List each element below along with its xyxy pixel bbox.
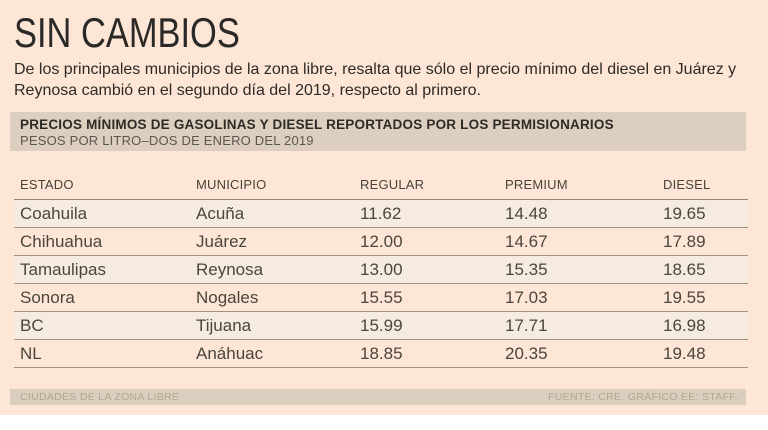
column-header-estado: ESTADO: [20, 177, 74, 192]
table-row: NL Anáhuac 18.85 20.35 19.48: [14, 340, 748, 368]
footer-source: FUENTE: CRE. GRÁFICO EE: STAFF.: [548, 391, 738, 403]
cell-municipio: Nogales: [196, 287, 259, 307]
cell-premium: 17.03: [505, 287, 548, 307]
cell-estado: Sonora: [20, 287, 75, 307]
cell-premium: 14.48: [505, 203, 548, 223]
column-header-diesel: DIESEL: [663, 177, 711, 192]
infographic-panel: SIN CAMBIOS De los principales municipio…: [0, 0, 768, 415]
cell-premium: 14.67: [505, 231, 548, 251]
cell-regular: 11.62: [360, 203, 402, 223]
cell-regular: 18.85: [360, 343, 403, 363]
cell-premium: 20.35: [505, 343, 548, 363]
prices-table: ESTADO MUNICIPIO REGULAR PREMIUM DIESEL …: [14, 170, 748, 368]
table-row: Sonora Nogales 15.55 17.03 19.55: [14, 284, 748, 312]
page-title: SIN CAMBIOS: [14, 9, 240, 56]
table-header-banner: PRECIOS MÍNIMOS DE GASOLINAS Y DIESEL RE…: [10, 112, 746, 151]
cell-regular: 15.99: [360, 315, 403, 335]
column-header-municipio: MUNICIPIO: [196, 177, 267, 192]
cell-diesel: 19.48: [663, 343, 706, 363]
cell-diesel: 17.89: [663, 231, 706, 251]
cell-estado: Coahuila: [20, 203, 88, 223]
cell-regular: 15.55: [360, 287, 403, 307]
cell-municipio: Juárez: [196, 231, 248, 251]
cell-regular: 12.00: [360, 231, 403, 251]
cell-estado: Tamaulipas: [20, 259, 106, 279]
cell-estado: Chihuahua: [20, 231, 103, 251]
cell-premium: 15.35: [505, 259, 548, 279]
cell-estado: NL: [20, 343, 42, 363]
intro-text: De los principales municipios de la zona…: [14, 61, 737, 99]
cell-diesel: 19.65: [663, 203, 706, 223]
table-row: Chihuahua Juárez 12.00 14.67 17.89: [14, 228, 748, 256]
footer-bar: CIUDADES DE LA ZONA LIBRE FUENTE: CRE. G…: [10, 389, 746, 405]
table-subtitle: PESOS POR LITRO–DOS DE ENERO DEL 2019: [20, 133, 314, 148]
cell-diesel: 18.65: [663, 259, 706, 279]
cell-municipio: Reynosa: [196, 259, 264, 279]
table-header-row: ESTADO MUNICIPIO REGULAR PREMIUM DIESEL: [14, 170, 748, 200]
column-header-premium: PREMIUM: [505, 177, 568, 192]
table-title: PRECIOS MÍNIMOS DE GASOLINAS Y DIESEL RE…: [20, 117, 614, 132]
cell-municipio: Tijuana: [196, 315, 252, 335]
cell-estado: BC: [20, 315, 44, 335]
cell-municipio: Acuña: [196, 203, 245, 223]
column-header-regular: REGULAR: [360, 177, 425, 192]
cell-regular: 13.00: [360, 259, 403, 279]
table-row: BC Tijuana 15.99 17.71 16.98: [14, 312, 748, 340]
footer-note: CIUDADES DE LA ZONA LIBRE: [20, 391, 180, 403]
cell-diesel: 16.98: [663, 315, 706, 335]
cell-municipio: Anáhuac: [196, 343, 264, 363]
cell-premium: 17.71: [505, 315, 548, 335]
table-row: Tamaulipas Reynosa 13.00 15.35 18.65: [14, 256, 748, 284]
table-row: Coahuila Acuña 11.62 14.48 19.65: [14, 200, 748, 228]
cell-diesel: 19.55: [663, 287, 706, 307]
